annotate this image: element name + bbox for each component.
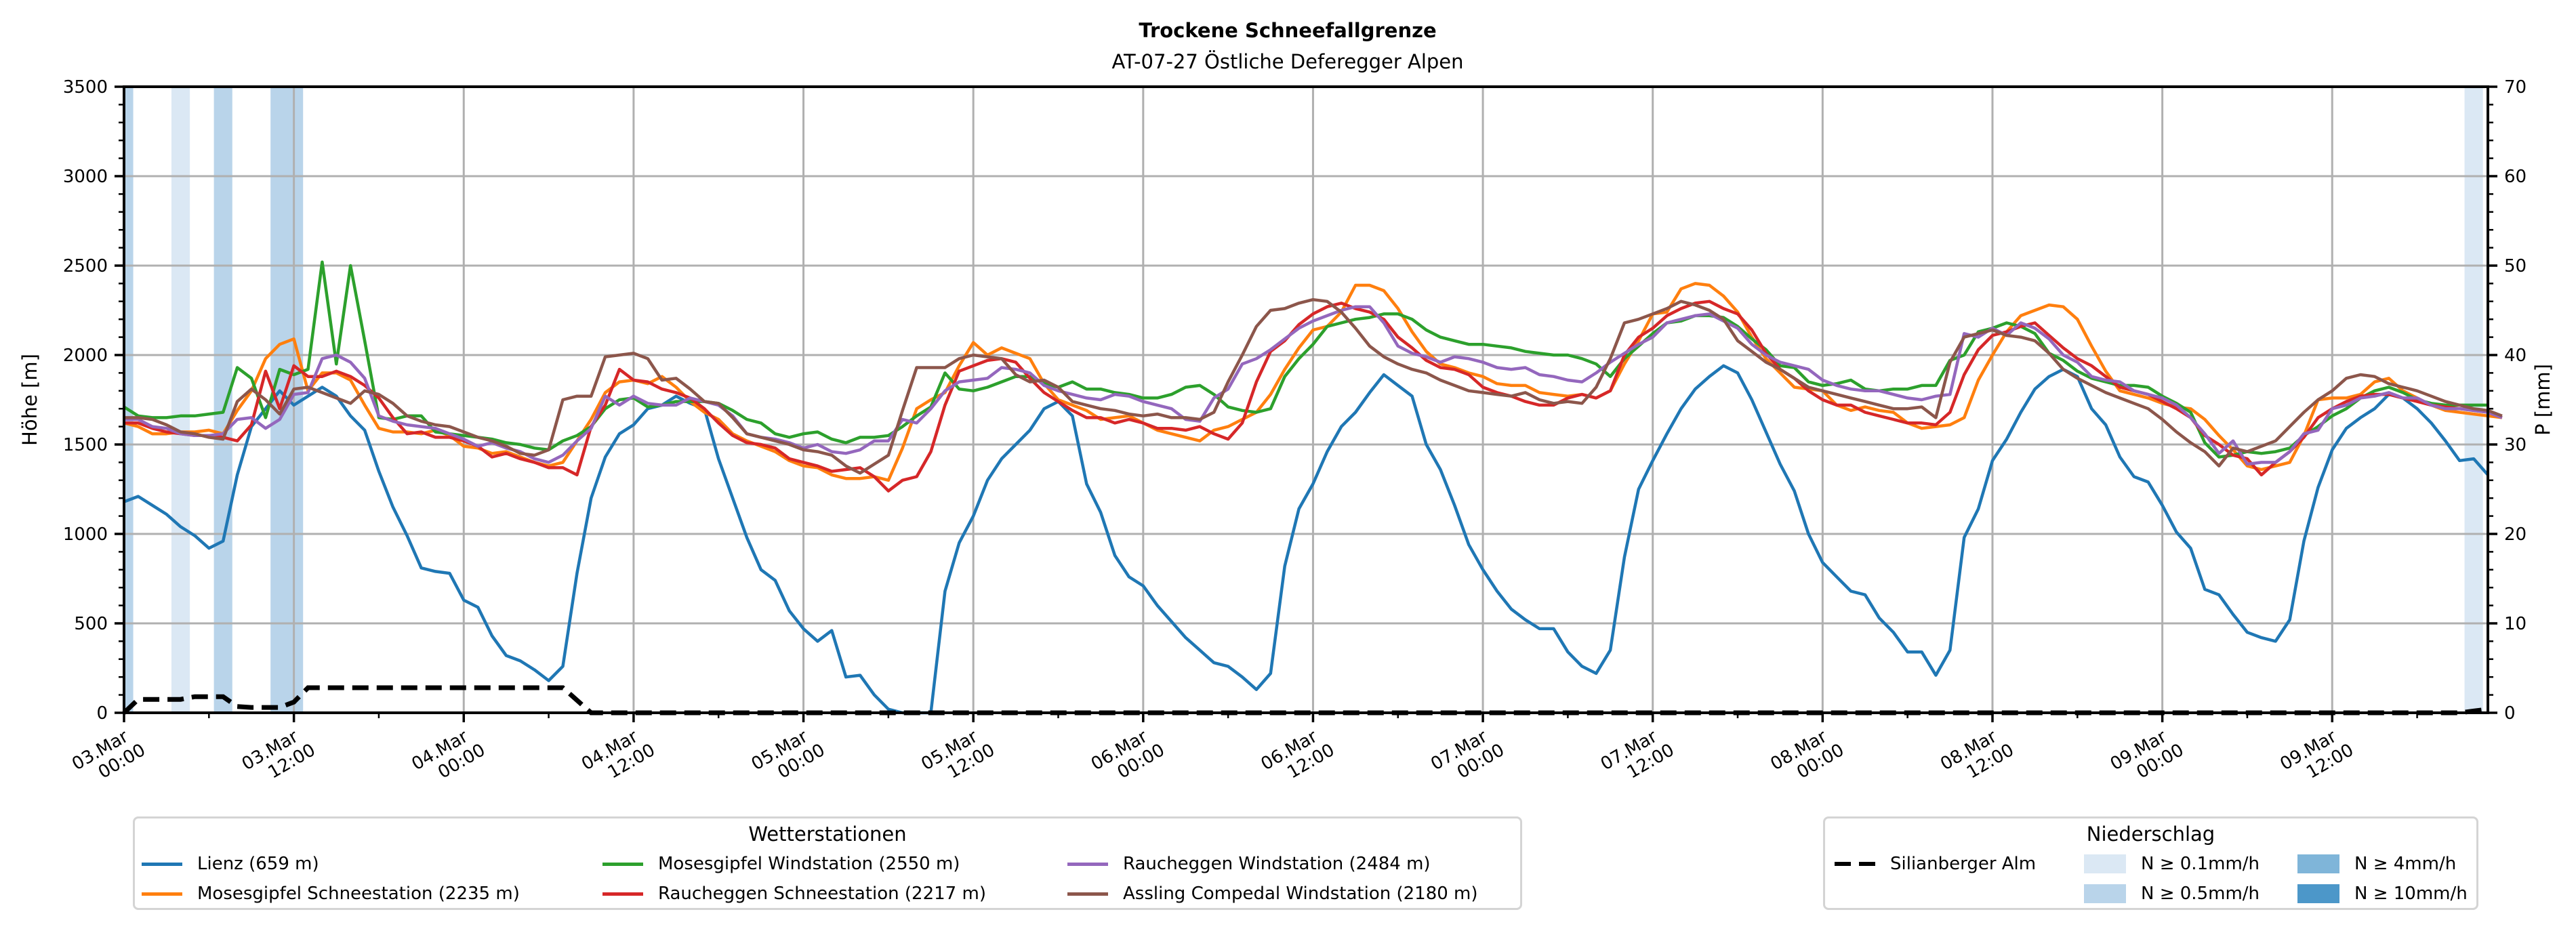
legend-item-mosesgipfel-windstation: Mosesgipfel Windstation (2550 m): [602, 854, 960, 874]
legend-line-icon: [602, 862, 643, 866]
y-tick-label: 3500: [63, 77, 108, 98]
y-tick-label: 2500: [63, 256, 108, 276]
y-tick-label: 2000: [63, 346, 108, 366]
legend-precip: Niederschlag Silianberger Alm N ≥ 0.1mm/…: [1823, 816, 2478, 910]
y-axis-ticks: 0 500 1000 1500 2000 2500 3000 3500: [63, 77, 124, 724]
y-right-tick-label: 70: [2504, 77, 2527, 98]
legend-stations-title: Wetterstationen: [748, 823, 907, 846]
legend-item-precip-0-5: N ≥ 0.5mm/h: [2084, 884, 2260, 904]
precip-band: [2464, 87, 2483, 713]
legend-label: Mosesgipfel Windstation (2550 m): [658, 854, 960, 874]
y-right-tick-label: 40: [2504, 346, 2527, 366]
y-right-tick-label: 60: [2504, 167, 2527, 187]
series-line-2: [123, 260, 2488, 459]
swatch-icon: [2084, 884, 2126, 903]
y-right-tick-label: 20: [2504, 524, 2527, 545]
legend-item-raucheggen-windstation: Raucheggen Windstation (2484 m): [1067, 854, 1431, 874]
legend-line-icon: [602, 892, 643, 896]
legend-item-silianberger-alm: Silianberger Alm: [1835, 854, 2036, 874]
legend-label: N ≥ 10mm/h: [2354, 884, 2468, 904]
legend-label: Silianberger Alm: [1890, 854, 2037, 874]
silianberger-alm-line: [122, 685, 2489, 716]
y-tick-label: 1500: [63, 435, 108, 455]
y-right-tick-label: 30: [2504, 435, 2527, 455]
y-tick-label: 0: [96, 703, 108, 724]
series-line-1: [123, 282, 2503, 482]
y-axis-right-label: P [mm]: [2531, 364, 2554, 436]
axes: [123, 85, 2489, 714]
legend-item-precip-0-1: N ≥ 0.1mm/h: [2084, 854, 2260, 874]
precip-bands: [124, 87, 2483, 713]
legend-label: N ≥ 0.5mm/h: [2141, 884, 2260, 904]
y-right-tick-label: 50: [2504, 256, 2527, 276]
legend-label: N ≥ 0.1mm/h: [2141, 854, 2260, 874]
chart-title: Trockene Schneefallgrenze: [1139, 19, 1436, 42]
legend-label: Lienz (659 m): [197, 854, 319, 874]
grid-lines: [124, 87, 2488, 713]
precip-band: [171, 87, 190, 713]
y-axis-right-ticks: 0 10 20 30 40 50 60 70: [2488, 77, 2527, 724]
swatch-icon: [2084, 854, 2126, 873]
legend-label: Raucheggen Windstation (2484 m): [1123, 854, 1431, 874]
legend-label: Assling Compedal Windstation (2180 m): [1123, 884, 1478, 904]
y-tick-label: 3000: [63, 167, 108, 187]
legend-item-mosesgipfel-schneestation: Mosesgipfel Schneestation (2235 m): [142, 884, 520, 904]
precip-band: [124, 87, 134, 713]
legend-item-precip-4: N ≥ 4mm/h: [2297, 854, 2456, 874]
swatch-icon: [2297, 854, 2339, 873]
swatch-icon: [2297, 884, 2339, 903]
legend-label: N ≥ 4mm/h: [2354, 854, 2457, 874]
series-line-5: [124, 297, 2503, 475]
chart-subtitle: AT-07-27 Östliche Deferegger Alpen: [1111, 50, 1463, 73]
legend-precip-title: Niederschlag: [2086, 823, 2215, 846]
legend-stations: Wetterstationen Lienz (659 m) Mosesgipfe…: [133, 816, 1522, 910]
series-line-4: [124, 305, 2503, 466]
legend-label: Raucheggen Schneestation (2217 m): [658, 884, 986, 904]
y-right-tick-label: 10: [2504, 614, 2527, 634]
legend-line-icon: [1067, 862, 1108, 866]
legend-line-icon: [1067, 892, 1108, 896]
series-line-3: [124, 299, 2503, 493]
y-tick-label: 500: [74, 614, 108, 634]
legend-item-raucheggen-schneestation: Raucheggen Schneestation (2217 m): [602, 884, 986, 904]
y-right-tick-label: 0: [2504, 703, 2516, 724]
legend-label: Mosesgipfel Schneestation (2235 m): [197, 884, 520, 904]
y-axis-label: Höhe [m]: [18, 354, 41, 446]
legend-item-precip-10: N ≥ 10mm/h: [2297, 884, 2468, 904]
plot-frame: [123, 85, 2489, 714]
legend-item-lienz: Lienz (659 m): [142, 854, 319, 874]
precip-band: [213, 87, 232, 713]
legend-line-icon: [142, 862, 182, 866]
y-tick-label: 1000: [63, 524, 108, 545]
legend-line-icon: [142, 892, 182, 896]
series-line-0: [123, 364, 2489, 715]
legend-item-assling-compedal-windstation: Assling Compedal Windstation (2180 m): [1067, 884, 1478, 904]
dashed-line-icon: [1835, 862, 1875, 866]
